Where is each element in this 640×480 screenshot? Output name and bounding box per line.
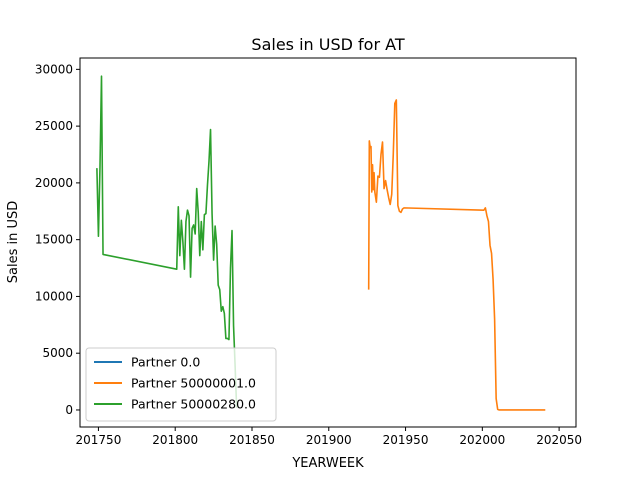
legend-label-1: Partner 50000001.0 bbox=[131, 376, 256, 391]
x-tick-label: 201800 bbox=[152, 433, 198, 447]
y-tick-label: 20000 bbox=[35, 176, 73, 190]
plot-frame bbox=[79, 57, 577, 428]
y-tick-label: 10000 bbox=[35, 289, 73, 303]
x-tick-label: 201900 bbox=[306, 433, 352, 447]
y-tick-label: 15000 bbox=[35, 233, 73, 247]
y-axis: 0 5000 10000 15000 20000 25000 30000 bbox=[35, 62, 80, 417]
y-tick-label: 5000 bbox=[42, 346, 73, 360]
x-tick-label: 202000 bbox=[459, 433, 505, 447]
y-tick-label: 25000 bbox=[35, 119, 73, 133]
y-axis-label: Sales in USD bbox=[6, 201, 21, 284]
legend-box bbox=[85, 347, 277, 422]
series-line-1 bbox=[367, 99, 546, 411]
x-axis: 201750 201800 201850 201900 201950 202000 2020… bbox=[76, 427, 582, 447]
chart-title: Sales in USD for AT bbox=[251, 35, 404, 54]
x-tick-label: 201750 bbox=[76, 433, 122, 447]
series-line-2 bbox=[96, 75, 238, 408]
legend-label-0: Partner 0.0 bbox=[131, 355, 200, 370]
x-axis-label: YEARWEEK bbox=[291, 456, 364, 471]
x-tick-label: 201850 bbox=[229, 433, 275, 447]
y-tick-label: 0 bbox=[65, 403, 73, 417]
legend-label-2: Partner 50000280.0 bbox=[131, 397, 256, 412]
y-tick-label: 30000 bbox=[35, 62, 73, 76]
series-layer bbox=[96, 75, 546, 411]
x-tick-label: 201950 bbox=[383, 433, 429, 447]
x-tick-label: 202050 bbox=[536, 433, 582, 447]
legend: Partner 0.0 Partner 50000001.0 Partner 500… bbox=[85, 347, 277, 422]
